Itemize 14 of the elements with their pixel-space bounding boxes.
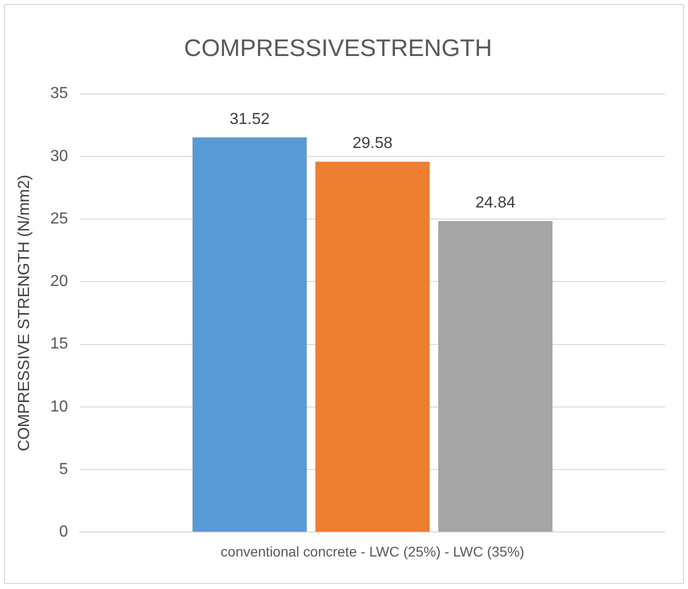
y-tick-label: 15 bbox=[50, 336, 68, 353]
y-tick-label: 10 bbox=[50, 398, 68, 416]
y-tick-label: 25 bbox=[50, 210, 68, 228]
data-label: 31.52 bbox=[230, 110, 270, 128]
data-label: 29.58 bbox=[352, 135, 393, 152]
x-tick-label: conventional concrete - LWC (25%) - LWC (35%) bbox=[220, 543, 524, 560]
y-tick-label: 20 bbox=[50, 273, 68, 290]
y-axis-title: COMPRESSIVE STRENGTH (N/mm2) bbox=[16, 174, 34, 452]
y-tick-label: 30 bbox=[50, 148, 68, 165]
chart-title: COMPRESSIVESTRENGTH bbox=[184, 35, 492, 62]
y-tick-label: 35 bbox=[50, 85, 68, 102]
data-label: 24.84 bbox=[475, 194, 516, 212]
y-tick-label: 5 bbox=[59, 460, 68, 478]
y-tick-label: 0 bbox=[59, 524, 68, 541]
